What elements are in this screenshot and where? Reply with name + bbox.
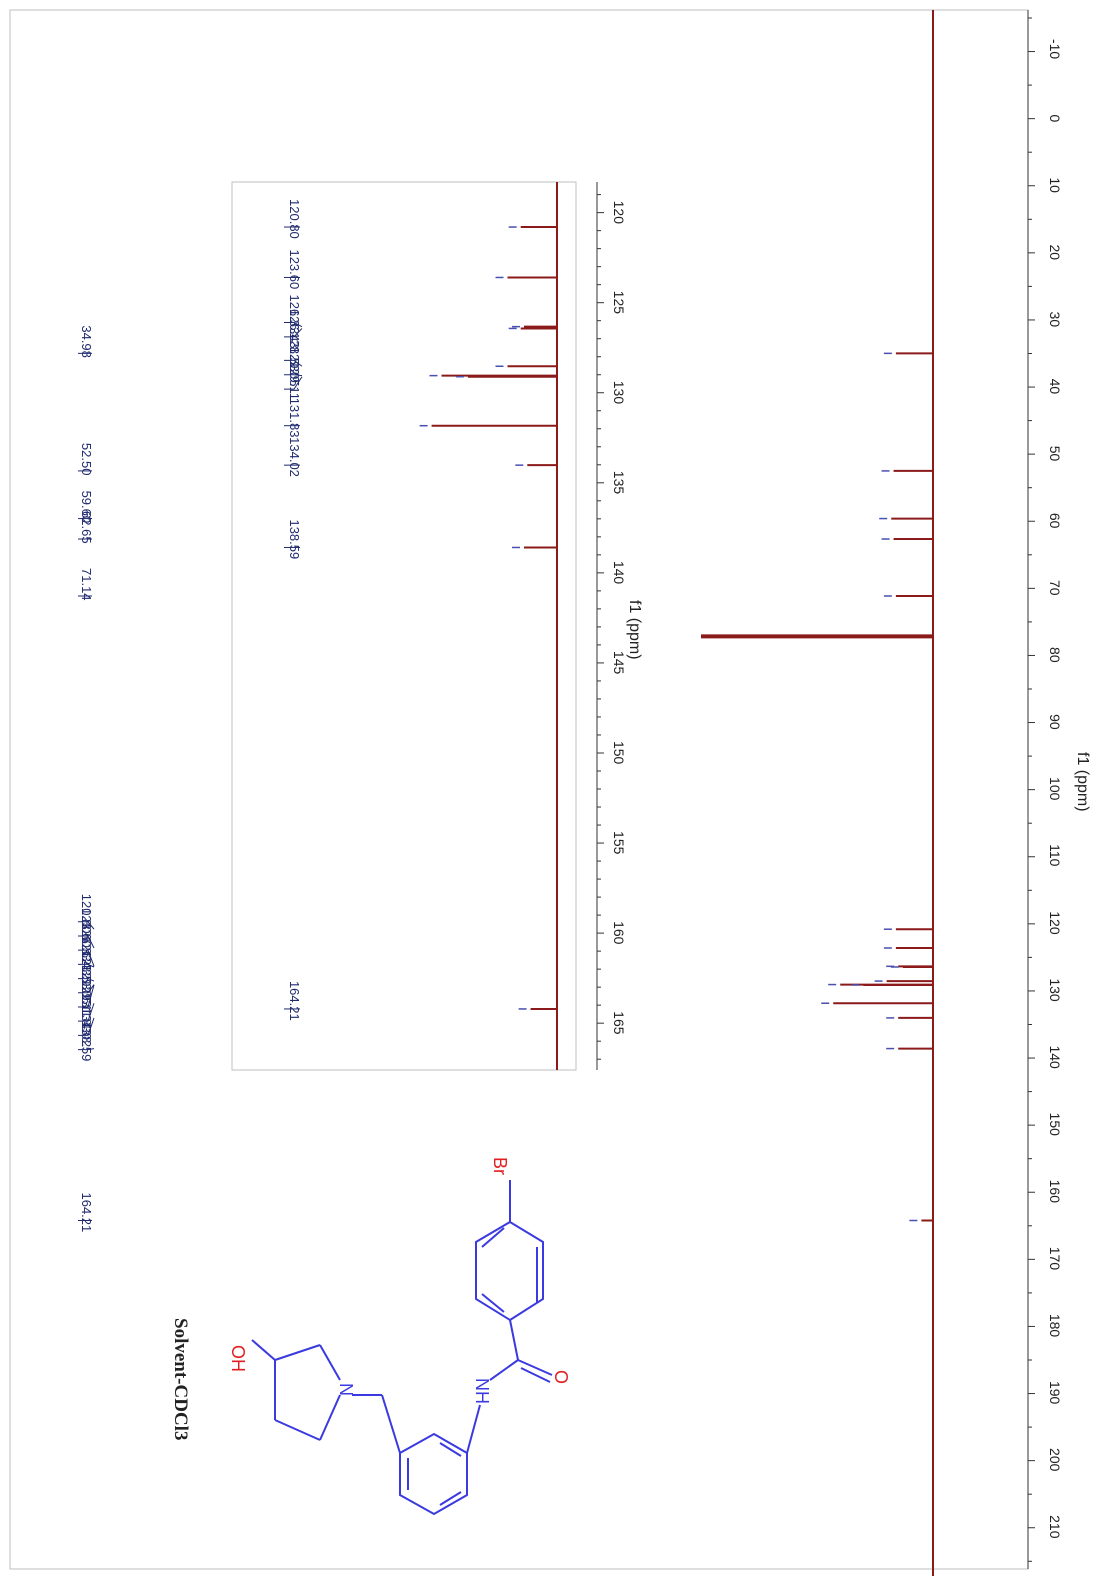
main-tick-label: 170 [1047, 1247, 1063, 1271]
main-tick-label: 190 [1047, 1381, 1063, 1405]
main-peak-label: 138.59 [79, 1022, 94, 1062]
main-peak-label-leader [78, 984, 95, 1008]
inset-tick-label: 125 [611, 291, 627, 315]
inset-tick-label: 165 [611, 1011, 627, 1035]
inset-tick-label: 130 [611, 381, 627, 405]
inset-peak-label-leader [284, 374, 303, 377]
inset-peak-label: 126.43 [287, 309, 302, 349]
main-tick-label: 30 [1047, 312, 1063, 328]
main-tick-label: 60 [1047, 513, 1063, 529]
inset-peak-label: 134.02 [287, 437, 302, 477]
main-tick-label: 100 [1047, 777, 1063, 801]
inset-x-axis: 120 125 130 135 140 145 150 155 160 165 f1 (ppm) [596, 182, 643, 1070]
main-tick-label: 10 [1047, 177, 1063, 193]
main-peak-label-leader [78, 1017, 95, 1036]
bromophenyl-ring-bonds [475, 1220, 544, 1322]
main-peak-label: 126.43 [79, 936, 94, 976]
atom-nh: NH [472, 1378, 492, 1404]
main-peak-label-leader [78, 978, 95, 982]
main-peak-label: 131.83 [79, 993, 94, 1033]
main-peak-label: 128.53 [79, 951, 94, 991]
main-spectrum [701, 10, 934, 1576]
main-tick-label: 20 [1047, 244, 1063, 260]
main-tick-label: 210 [1047, 1515, 1063, 1539]
main-tick-label: 120 [1047, 911, 1063, 935]
inset-peak-label: 138.59 [287, 519, 302, 559]
inset-tick-label: 135 [611, 471, 627, 495]
inset-tick-label: 150 [611, 741, 627, 765]
main-tick-label: 50 [1047, 446, 1063, 462]
main-peak-label: 123.60 [79, 908, 94, 948]
main-tick-label: 150 [1047, 1113, 1063, 1137]
inset-tick-label: 140 [611, 561, 627, 585]
main-x-axis: -10 0 10 20 30 40 50 60 70 80 90 100 110 120 130 140 150… [1027, 10, 1091, 1569]
main-tick-label: 130 [1047, 978, 1063, 1002]
inset-spectrum [419, 182, 558, 1070]
solvent-label: Solvent-CDCl3 [170, 1318, 191, 1440]
main-tick-label: 110 [1047, 844, 1063, 867]
inset-tick-label: 120 [611, 201, 627, 225]
main-peak-label: 62.65 [79, 511, 94, 544]
inset-frame [231, 181, 577, 1071]
main-tick-label: 0 [1047, 114, 1063, 122]
inset-peak-labels: 120.80 123.60 126.33126.43128.53129.05129.… [284, 199, 303, 1021]
inset-peak-label-leader [284, 328, 303, 338]
inset-peak-label: 164.21 [287, 981, 302, 1021]
main-tick-label: 140 [1047, 1045, 1063, 1069]
main-peak-label: 126.33 [79, 922, 94, 962]
main-tick-label: -10 [1047, 39, 1063, 59]
inset-tick-label: 145 [611, 651, 627, 675]
main-peak-label-leader [78, 935, 95, 949]
inset-peak-label: 126.33 [287, 294, 302, 334]
atom-o: O [551, 1370, 571, 1384]
inset-peak-label: 120.80 [287, 199, 302, 239]
main-tick-label: 180 [1047, 1314, 1063, 1338]
inset-axis-label: f1 (ppm) [626, 600, 643, 660]
inset-peak-label: 131.83 [287, 398, 302, 438]
main-peak-label: 71.14 [79, 568, 94, 601]
molecule-structure: OH N NH O Br Solvent-CDCl3 [170, 1157, 571, 1516]
main-tick-label: 80 [1047, 647, 1063, 663]
main-peak-label-leader [78, 984, 95, 994]
main-tick-label: 70 [1047, 580, 1063, 596]
inset-peak-label-leader [284, 359, 303, 367]
main-tick-label: 40 [1047, 379, 1063, 395]
main-peak-label-leader [78, 1048, 95, 1051]
main-tick-label: 160 [1047, 1180, 1063, 1204]
inset-peak-label: 123.60 [287, 249, 302, 289]
main-peak-label-leader [78, 921, 95, 930]
inset-tick-label: 155 [611, 831, 627, 855]
main-peak-label: 120.80 [79, 894, 94, 934]
inset-peak-label: 129.05 [287, 347, 302, 387]
atom-oh: OH [228, 1345, 248, 1372]
main-axis-label: f1 (ppm) [1074, 752, 1091, 812]
atom-n: N [336, 1383, 356, 1396]
main-peak-label: 164.21 [79, 1192, 94, 1232]
atom-br: Br [490, 1157, 510, 1175]
main-peak-label-leader [78, 963, 95, 968]
main-tick-label: 200 [1047, 1448, 1063, 1472]
inset-peak-label-leader [284, 321, 303, 328]
main-peak-label: 59.60 [79, 491, 94, 524]
inset-peak-label-leader [284, 376, 303, 390]
main-peak-label: 129.05 [79, 965, 94, 1005]
main-peak-label: 52.50 [79, 443, 94, 476]
benzene-ring-bonds [399, 1432, 468, 1516]
main-peak-label: 34.98 [79, 325, 94, 358]
main-peak-label: 129.11 [79, 979, 94, 1018]
main-peak-label: 134.02 [79, 1007, 94, 1047]
inset-peak-label: 129.11 [287, 361, 302, 400]
main-peak-label-leader [78, 1003, 95, 1022]
main-tick-label: 90 [1047, 714, 1063, 730]
inset-tick-label: 160 [611, 921, 627, 945]
inset-peak-label: 128.53 [287, 332, 302, 372]
main-peak-label-leader [78, 949, 95, 967]
